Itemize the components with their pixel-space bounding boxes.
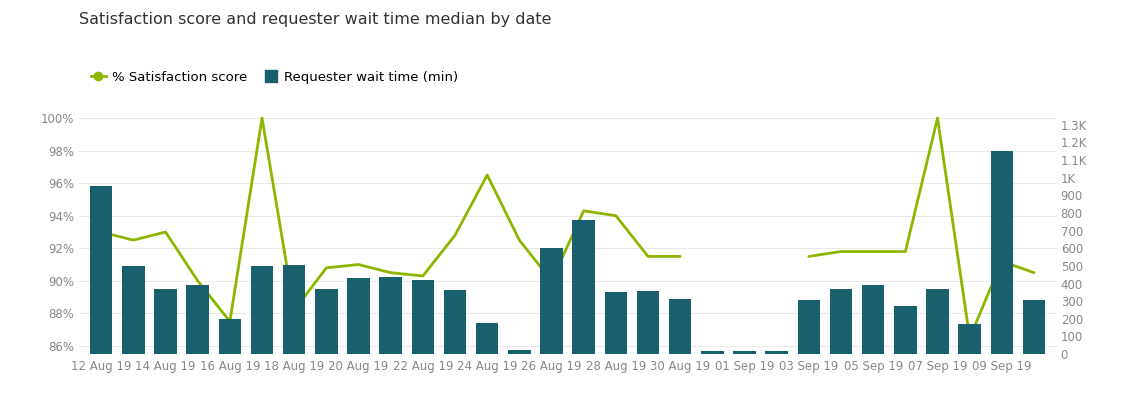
Bar — [894, 306, 917, 354]
Bar — [411, 280, 434, 354]
Bar — [154, 289, 176, 354]
Bar — [315, 289, 337, 354]
Bar — [187, 285, 209, 354]
Bar — [1023, 300, 1045, 354]
Bar — [218, 319, 242, 354]
Bar — [959, 324, 981, 354]
Bar — [541, 248, 563, 354]
Bar — [90, 186, 112, 354]
Bar — [508, 350, 531, 354]
Legend: % Satisfaction score, Requester wait time (min): % Satisfaction score, Requester wait tim… — [85, 66, 463, 89]
Bar — [765, 351, 788, 354]
Bar — [475, 323, 498, 354]
Bar — [637, 291, 660, 354]
Bar — [862, 285, 885, 354]
Bar — [572, 220, 595, 354]
Bar — [251, 266, 273, 354]
Bar — [283, 265, 306, 354]
Bar — [669, 300, 691, 354]
Bar — [701, 351, 724, 354]
Bar — [444, 290, 466, 354]
Bar — [798, 300, 821, 354]
Bar — [990, 151, 1013, 354]
Text: Satisfaction score and requester wait time median by date: Satisfaction score and requester wait ti… — [79, 12, 551, 27]
Bar — [347, 278, 370, 354]
Bar — [380, 277, 402, 354]
Bar — [123, 266, 145, 354]
Bar — [605, 292, 627, 354]
Bar — [733, 351, 755, 354]
Bar — [926, 289, 949, 354]
Bar — [830, 289, 852, 354]
